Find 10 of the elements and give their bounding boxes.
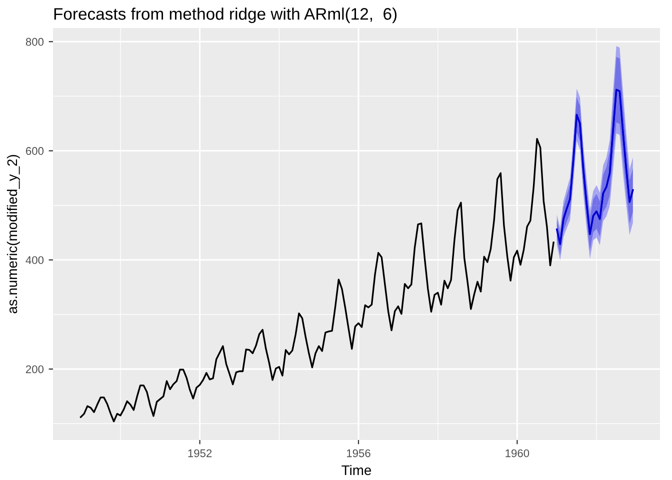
y-tick-label: 800	[26, 38, 44, 46]
y-tick-label: 400	[26, 256, 44, 264]
y-tick-label: 200	[26, 365, 44, 374]
x-tick-label: 1960	[506, 449, 530, 458]
x-tick-label: 1952	[188, 449, 212, 458]
x-axis-title: Time	[342, 464, 372, 476]
y-tick-label: 600	[26, 147, 44, 155]
chart-title: Forecasts from method ridge with ARml(12, 6)	[54, 8, 397, 24]
y-axis-title: as.numeric(modified_y_2)	[6, 154, 20, 314]
x-tick-label: 1956	[346, 449, 370, 458]
